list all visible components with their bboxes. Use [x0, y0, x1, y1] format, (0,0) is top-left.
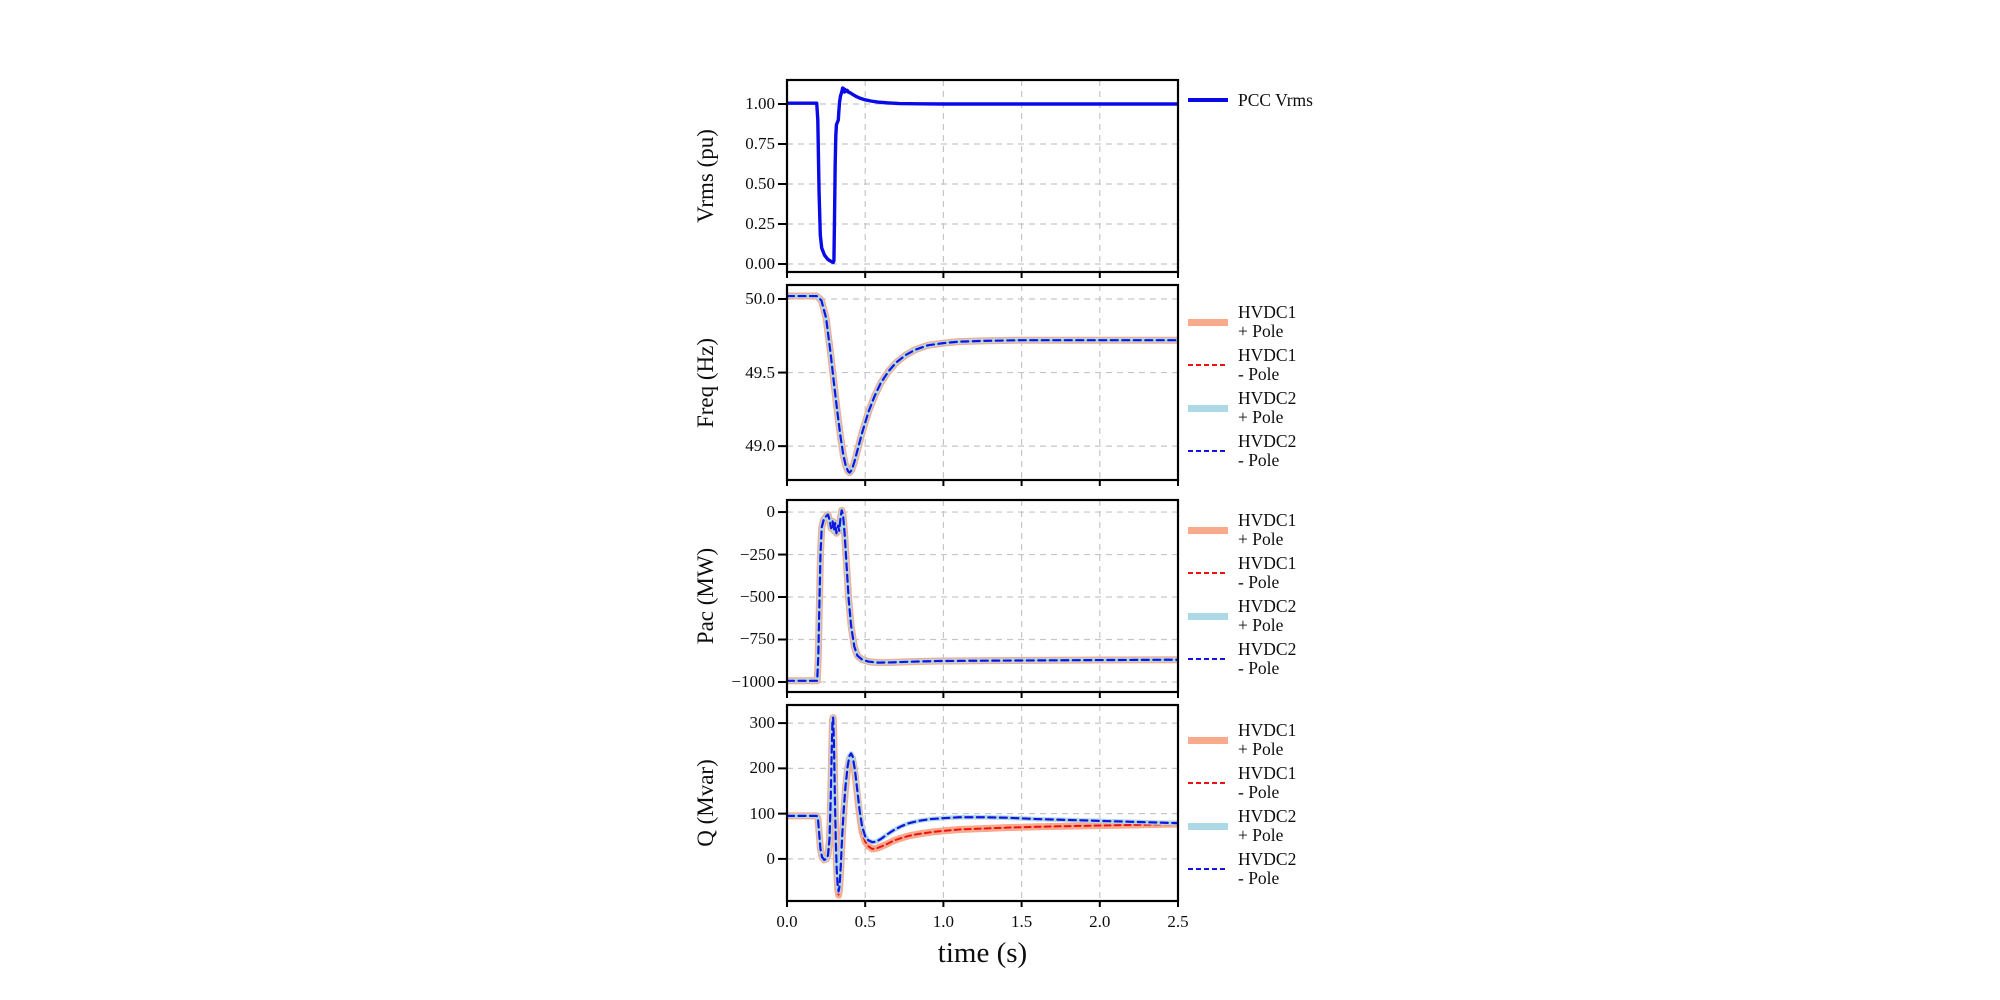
legend-sample-pac-hvdc2-pos	[1188, 612, 1228, 620]
legend-label-freq-hvdc1-neg: HVDC1- Pole	[1238, 346, 1296, 384]
legend-label-line: PCC Vrms	[1238, 89, 1313, 110]
legend-label-q-hvdc1-pos: HVDC1 + Pole	[1238, 721, 1296, 759]
series-q-hvdc2-neg	[787, 716, 1178, 893]
legend-label-q-hvdc2-neg: HVDC2- Pole	[1238, 850, 1296, 888]
y-tick-label-pac: −1000	[731, 671, 775, 691]
axes-frame-freq	[785, 283, 1180, 482]
plot-panel-freq	[778, 283, 1180, 486]
legend-label-line: + Pole	[1238, 739, 1284, 759]
legend-sample-q-hvdc1-neg	[1188, 781, 1228, 785]
y-tick-label-q: 0	[766, 848, 776, 868]
x-tick-label: 0.0	[776, 912, 798, 931]
plot-panel-vrms	[778, 78, 1180, 278]
legend-label-line: - Pole	[1238, 572, 1280, 592]
x-axis-title: time (s)	[937, 937, 1028, 969]
y-tick-label-q: 100	[749, 803, 776, 823]
legend-label-line: - Pole	[1238, 868, 1280, 888]
legend-label-line: - Pole	[1238, 782, 1280, 802]
legend-label-line: HVDC1	[1238, 553, 1297, 573]
legend-label-pac-hvdc1-neg: HVDC1- Pole	[1238, 554, 1296, 592]
legend-label-q-hvdc2-pos: HVDC2 + Pole	[1238, 807, 1296, 845]
y-tick-label-pac: −750	[739, 629, 775, 649]
y-tick-label-freq: 49.5	[745, 362, 775, 382]
y-tick-label-pac: 0	[766, 502, 776, 522]
legend-label-line: HVDC2	[1238, 431, 1297, 451]
legend-sample-q-hvdc1-pos	[1188, 736, 1228, 744]
y-tick-label-q: 300	[749, 713, 776, 733]
plot-panel-q	[778, 703, 1180, 907]
legend-sample-pac-hvdc1-pos	[1188, 526, 1228, 534]
legend-label-pac-hvdc2-neg: HVDC2- Pole	[1238, 640, 1296, 678]
tick-marks	[778, 103, 1179, 278]
legend-label-line: HVDC2	[1238, 388, 1297, 408]
legend-label-line: HVDC2	[1238, 849, 1297, 869]
legend-label-line: - Pole	[1238, 364, 1280, 384]
legend-sample-q-hvdc2-pos	[1188, 822, 1228, 830]
legend-label-freq-hvdc2-neg: HVDC2- Pole	[1238, 432, 1296, 470]
y-tick-label-vrms: 0.50	[745, 174, 775, 193]
series-freq-hvdc2-neg	[787, 294, 1178, 474]
legend-sample-freq-hvdc2-neg	[1188, 449, 1228, 453]
y-tick-label-pac: −500	[739, 587, 775, 607]
legend-sample-pac-hvdc1-neg	[1188, 571, 1228, 575]
legend-sample-freq-hvdc1-neg	[1188, 363, 1228, 367]
legend-label-line: + Pole	[1238, 529, 1284, 549]
y-tick-label-vrms: 0.25	[745, 214, 775, 233]
legend-label-q-hvdc1-neg: HVDC1- Pole	[1238, 764, 1296, 802]
gridlines	[787, 80, 1178, 272]
x-tick-label: 1.5	[1010, 912, 1033, 931]
legend-sample-pac-hvdc2-neg	[1188, 657, 1228, 661]
series-pac-hvdc2-neg	[787, 509, 1178, 682]
tick-marks	[778, 297, 1179, 486]
axes-frame-q	[785, 703, 1180, 903]
legend-label-line: HVDC2	[1238, 806, 1297, 826]
legend-sample-freq-hvdc1-pos	[1188, 318, 1228, 326]
legend-label-freq-hvdc2-pos: HVDC2 + Pole	[1238, 389, 1296, 427]
legend-label-line: HVDC2	[1238, 596, 1297, 616]
legend-label-pac-hvdc1-pos: HVDC1 + Pole	[1238, 511, 1296, 549]
legend-sample-q-hvdc2-neg	[1188, 867, 1228, 871]
legend-sample-freq-hvdc2-pos	[1188, 404, 1228, 412]
tick-marks	[778, 722, 1179, 907]
y-tick-label-vrms: 0.75	[745, 134, 775, 153]
series-q-hvdc2-pos	[787, 715, 1178, 894]
legend-label-pac-hvdc2-pos: HVDC2 + Pole	[1238, 597, 1296, 635]
legend-label-line: + Pole	[1238, 407, 1284, 427]
axes-frame-vrms	[785, 78, 1180, 274]
legend-label-freq-hvdc1-pos: HVDC1 + Pole	[1238, 303, 1296, 341]
y-tick-label-pac: −250	[739, 544, 775, 564]
legend-label-pcc-vrms: PCC Vrms	[1238, 89, 1313, 110]
legend-label-line: + Pole	[1238, 321, 1284, 341]
tick-marks	[778, 511, 1179, 698]
y-tick-label-vrms: 0.00	[745, 254, 775, 273]
y-tick-label-vrms: 1.00	[745, 94, 775, 113]
legend-label-line: - Pole	[1238, 658, 1280, 678]
y-tick-label-freq: 49.0	[745, 436, 775, 456]
plot-panel-pac	[778, 498, 1180, 698]
legend-sample-pcc-vrms	[1188, 98, 1228, 102]
x-tick-label: 1.0	[932, 912, 955, 931]
x-tick-label: 2.0	[1089, 912, 1111, 931]
legend-label-line: HVDC1	[1238, 720, 1297, 740]
series-pcc-vrms	[787, 86, 1178, 265]
legend-label-line: + Pole	[1238, 615, 1284, 635]
y-tick-label-freq: 50.0	[745, 288, 775, 308]
x-tick-label: 2.5	[1167, 912, 1189, 931]
legend-label-line: + Pole	[1238, 825, 1284, 845]
legend-label-line: HVDC1	[1238, 345, 1297, 365]
legend-label-line: - Pole	[1238, 450, 1280, 470]
legend-label-line: HVDC2	[1238, 639, 1297, 659]
y-tick-label-q: 200	[749, 758, 776, 778]
x-tick-label: 0.5	[854, 912, 876, 931]
legend-label-line: HVDC1	[1238, 302, 1297, 322]
legend-label-line: HVDC1	[1238, 510, 1297, 530]
axes-frame-pac	[785, 498, 1180, 694]
legend-label-line: HVDC1	[1238, 763, 1297, 783]
